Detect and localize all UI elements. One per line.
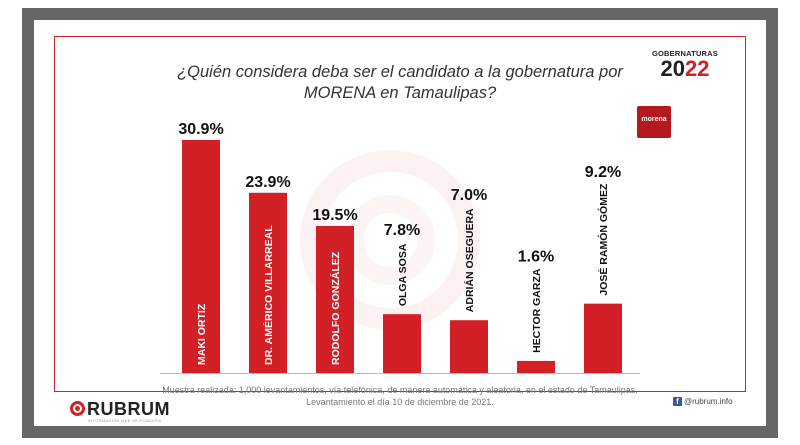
bar-category-label-1: MAKI ORTIZ: [196, 303, 208, 365]
bar-2: [249, 192, 287, 373]
social-handle[interactable]: f @rubrum.info: [673, 397, 733, 407]
facebook-icon: f: [673, 397, 682, 407]
morena-logo-text: morena: [641, 116, 667, 123]
title-line-1: ¿Quién considera deba ser el candidato a…: [177, 63, 623, 81]
morena-logo: morena: [637, 106, 671, 138]
rubrum-tagline: INFORMACIÓN QUE SE PONDERA: [88, 418, 162, 423]
bar-3: [316, 225, 354, 373]
bar-value-label-4: 7.8%: [384, 222, 420, 239]
bar-4: [383, 314, 421, 373]
title-line-2: MORENA en Tamaulipas?: [303, 84, 497, 102]
rubrum-target-icon: [70, 401, 85, 416]
bar-value-label-6: 1.6%: [518, 248, 554, 265]
bar-value-label-1: 30.9%: [178, 121, 223, 138]
badge-label: GOBERNATURAS: [651, 49, 718, 58]
bar-category-label-5: ADRIÁN OSEGUERA: [463, 208, 476, 312]
bar-value-label-3: 19.5%: [312, 207, 357, 224]
bar-6: [517, 360, 555, 373]
bar-value-label-5: 7.0%: [451, 187, 487, 204]
bar-5: [450, 320, 488, 373]
survey-date-note: Levantamiento el día 10 de diciembre de …: [306, 397, 494, 407]
gobernaturas-badge: GOBERNATURAS 2022: [640, 49, 730, 80]
bar-category-label-6: HECTOR GARZA: [531, 268, 543, 353]
bar-value-label-7: 9.2%: [585, 164, 621, 181]
bar-value-label-2: 23.9%: [245, 174, 290, 191]
bar-category-label-3: RODOLFO GONZÁLEZ: [329, 251, 342, 365]
bar-1: [182, 140, 220, 373]
bar-category-label-2: DR. AMÉRICO VILLARREAL: [262, 225, 275, 365]
bar-category-label-4: OLGA SOSA: [397, 243, 409, 306]
badge-year: 2022: [660, 56, 710, 81]
rubrum-brand: RUBRUM: [87, 399, 170, 419]
chart-border: [54, 36, 746, 392]
bar-7: [584, 303, 622, 373]
social-handle-text: @rubrum.info: [684, 397, 733, 406]
chart-title: ¿Quién considera deba ser el candidato a…: [150, 62, 650, 104]
bar-category-label-7: JOSÉ RAMÓN GÓMEZ: [597, 183, 610, 296]
methodology-note: Muestra realizada: 1,000 levantamientos,…: [162, 385, 638, 395]
chart-baseline: [160, 373, 640, 374]
